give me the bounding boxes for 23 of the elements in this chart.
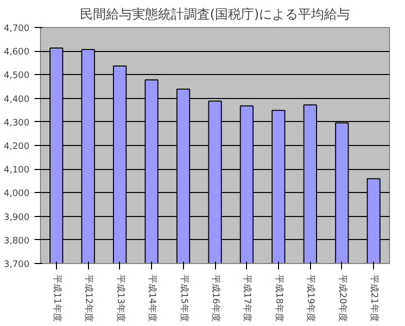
y-tick-label: 4,400 [4, 94, 30, 105]
x-tick-label: 平成20年度 [336, 274, 348, 322]
y-tick-label: 3,800 [4, 236, 30, 246]
y-tick-label: 4,700 [4, 24, 30, 34]
chart-title: 民間給与実態統計調査(国税庁)による平均給与 [80, 6, 350, 22]
y-tick-label: 3,900 [4, 212, 30, 223]
x-tick-label: 平成17年度 [242, 274, 253, 322]
x-tick-label: 平成15年度 [178, 274, 190, 322]
y-tick-label: 4,000 [4, 189, 30, 200]
y-tick-label: 4,300 [4, 118, 30, 128]
y-tick-label: 4,100 [4, 166, 30, 176]
x-tick-label: 平成16年度 [210, 274, 221, 322]
x-tick-label: 平成11年度 [51, 274, 62, 322]
x-tick-label: 平成18年度 [273, 274, 284, 322]
y-tick-label: 3,700 [4, 260, 30, 270]
x-tick-label: 平成21年度 [368, 274, 380, 322]
y-tick-label: 4,600 [4, 48, 30, 58]
x-tick-label: 平成13年度 [114, 274, 126, 322]
y-tick-label: 4,500 [4, 71, 30, 82]
x-tick-label: 平成14年度 [146, 274, 158, 322]
x-tick-label: 平成12年度 [83, 274, 94, 322]
y-tick-label: 4,200 [4, 142, 30, 152]
x-tick-label: 平成19年度 [305, 274, 316, 322]
